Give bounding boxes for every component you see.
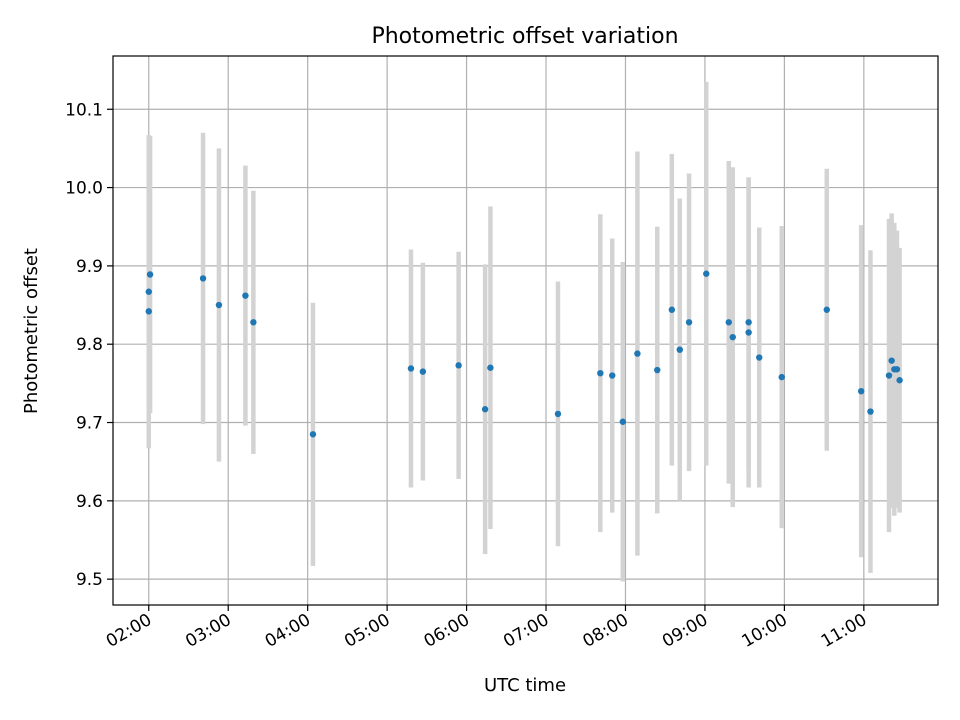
x-tick-label: 10:00 (738, 610, 790, 652)
data-point (554, 410, 562, 418)
data-point (215, 301, 223, 309)
y-tick-label: 9.7 (76, 414, 103, 434)
data-point (867, 408, 874, 415)
data-point (888, 357, 895, 364)
data-point (250, 319, 257, 326)
x-tick-label: 04:00 (262, 610, 314, 652)
data-point (597, 369, 604, 377)
y-axis-ticks: 9.5 9.6 9.7 9.8 9.9 10.0 10.1 (65, 100, 113, 590)
data-point (407, 365, 415, 372)
x-tick-label: 09:00 (659, 610, 711, 652)
data-point (703, 270, 710, 277)
y-axis-label: Photometric offset (21, 248, 42, 414)
data-point (896, 377, 903, 384)
chart-title: Photometric offset variation (371, 24, 678, 49)
x-tick-label: 07:00 (500, 610, 552, 652)
data-points (145, 270, 903, 438)
data-point (634, 350, 641, 357)
data-point (654, 366, 661, 374)
x-axis-ticks: 02:00 03:00 04:00 05:00 06:00 07:00 08:00 09:00… (103, 605, 870, 652)
data-point (242, 292, 249, 299)
data-point (857, 387, 865, 395)
x-tick-label: 02:00 (103, 610, 155, 652)
data-point (823, 306, 830, 313)
data-point (778, 373, 785, 381)
x-tick-label: 06:00 (421, 610, 473, 652)
data-point (685, 319, 693, 326)
y-tick-label: 9.5 (76, 570, 103, 590)
plot-frame (112, 55, 939, 606)
x-tick-label: 05:00 (341, 610, 393, 652)
y-tick-label: 10.1 (65, 100, 103, 120)
x-tick-label: 11:00 (818, 610, 870, 652)
data-point (309, 431, 317, 438)
data-point (676, 346, 683, 353)
data-point (619, 418, 627, 425)
x-tick-label: 03:00 (182, 610, 234, 652)
data-point (885, 372, 893, 379)
data-point (145, 308, 152, 315)
y-tick-label: 9.6 (76, 492, 103, 512)
data-point (419, 368, 427, 375)
data-point (146, 271, 154, 278)
data-point (487, 364, 494, 371)
y-tick-label: 9.8 (76, 335, 103, 355)
data-point (893, 366, 901, 373)
error-bars (146, 81, 902, 582)
data-point (145, 288, 152, 295)
data-point (199, 275, 207, 282)
x-tick-label: 08:00 (580, 610, 632, 652)
y-tick-label: 9.9 (76, 257, 103, 277)
data-point (455, 362, 462, 369)
data-point (745, 329, 752, 336)
data-point (729, 333, 736, 341)
grid-lines (113, 56, 938, 605)
data-point (745, 319, 752, 326)
x-axis-label: UTC time (484, 675, 566, 696)
data-point (481, 406, 489, 413)
data-point (609, 372, 616, 379)
data-point (668, 306, 676, 313)
data-point (756, 354, 763, 361)
data-point (725, 319, 732, 326)
y-tick-label: 10.0 (65, 179, 103, 199)
